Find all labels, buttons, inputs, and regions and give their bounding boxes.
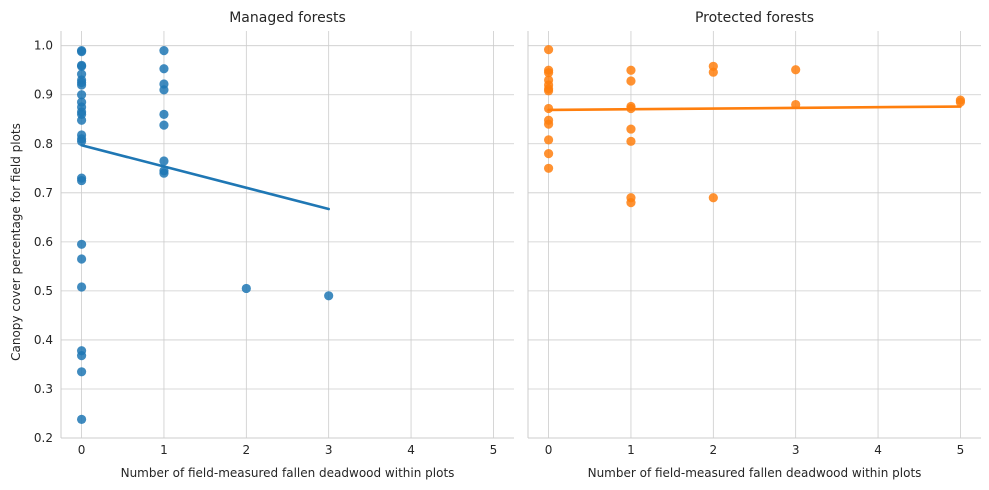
protected-data-point — [626, 124, 636, 134]
y-tick-label: 0.3 — [34, 382, 53, 396]
managed-x-tick-label: 4 — [407, 443, 415, 457]
protected-data-point — [543, 45, 554, 55]
y-tick-label: 0.9 — [34, 88, 53, 102]
protected-data-point — [626, 198, 636, 208]
managed-x-ticks: 0 1 2 3 4 5 — [78, 443, 497, 457]
managed-data-point — [159, 109, 169, 119]
managed-panel-title: Managed forests — [229, 10, 346, 26]
protected-data-point — [543, 68, 554, 78]
protected-forests-panel: 0 1 2 3 4 5 Protected forests Number of field… — [527, 10, 981, 480]
protected-panel-title: Protected forests — [695, 10, 814, 26]
managed-data-point — [159, 64, 169, 74]
protected-x-tick-label: 3 — [792, 443, 800, 457]
managed-data-point — [76, 90, 87, 100]
managed-data-point — [76, 46, 87, 57]
protected-data-point — [626, 65, 636, 75]
protected-x-tick-label: 5 — [957, 443, 965, 457]
managed-forests-panel: 0 1 2 3 4 5 0.2 0.3 0.4 0.5 0.6 0.7 0.8 0.9 1.0 Manag… — [34, 10, 514, 480]
managed-data-point — [76, 61, 87, 71]
protected-data-point — [543, 119, 554, 129]
protected-x-tick-label: 2 — [709, 443, 717, 457]
protected-data-point — [626, 76, 636, 86]
y-axis-label: Canopy cover percentage for field plots — [9, 123, 23, 361]
protected-x-axis-label: Number of field-measured fallen deadwood… — [588, 466, 922, 480]
y-tick-label: 0.5 — [34, 284, 53, 298]
protected-x-tick-label: 0 — [545, 443, 553, 457]
managed-data-point — [76, 136, 87, 146]
managed-x-axis-label: Number of field-measured fallen deadwood… — [121, 466, 455, 480]
managed-data-point — [241, 283, 251, 294]
managed-data-point — [76, 239, 87, 249]
managed-data-point — [159, 120, 169, 130]
protected-axes-frame — [527, 31, 981, 439]
protected-points — [543, 45, 966, 208]
managed-fit — [80, 143, 330, 211]
managed-points — [76, 46, 334, 424]
protected-grid — [528, 31, 981, 439]
managed-data-point — [76, 351, 87, 361]
managed-data-point — [76, 254, 87, 264]
protected-data-point — [955, 97, 966, 107]
y-ticks: 0.2 0.3 0.4 0.5 0.6 0.7 0.8 0.9 1.0 — [34, 39, 53, 445]
protected-regression-line — [547, 105, 962, 112]
y-tick-label: 0.2 — [34, 431, 53, 445]
protected-x-tick-label: 4 — [874, 443, 882, 457]
managed-x-tick-label: 3 — [325, 443, 333, 457]
managed-data-point — [76, 115, 87, 125]
y-tick-label: 1.0 — [34, 39, 53, 53]
managed-regression-line — [80, 143, 330, 211]
y-tick-label: 0.8 — [34, 137, 53, 151]
protected-data-point — [791, 65, 801, 75]
managed-data-point — [159, 156, 169, 166]
protected-data-point — [543, 103, 554, 114]
protected-data-point — [626, 136, 636, 146]
managed-grid — [61, 31, 514, 439]
protected-data-point — [543, 135, 554, 145]
y-tick-label: 0.7 — [34, 186, 53, 200]
managed-data-point — [324, 291, 334, 301]
managed-x-tick-label: 2 — [242, 443, 250, 457]
protected-data-point — [708, 193, 718, 203]
protected-x-tick-label: 1 — [627, 443, 635, 457]
protected-data-point — [543, 86, 554, 96]
managed-data-point — [76, 367, 87, 377]
managed-data-point — [76, 80, 87, 90]
managed-x-tick-label: 0 — [78, 443, 86, 457]
managed-data-point — [159, 85, 169, 95]
managed-data-point — [76, 282, 87, 292]
protected-data-point — [543, 163, 554, 173]
protected-data-point — [543, 148, 554, 159]
managed-data-point — [159, 168, 169, 178]
managed-data-point — [159, 46, 169, 56]
y-tick-label: 0.6 — [34, 235, 53, 249]
managed-axes-frame — [60, 31, 514, 439]
y-tick-label: 0.4 — [34, 333, 53, 347]
protected-data-point — [708, 67, 718, 77]
protected-x-ticks: 0 1 2 3 4 5 — [545, 443, 964, 457]
managed-x-tick-label: 5 — [490, 443, 498, 457]
managed-data-point — [76, 175, 87, 186]
managed-x-tick-label: 1 — [160, 443, 168, 457]
protected-fit — [547, 105, 962, 112]
managed-data-point — [76, 414, 87, 424]
